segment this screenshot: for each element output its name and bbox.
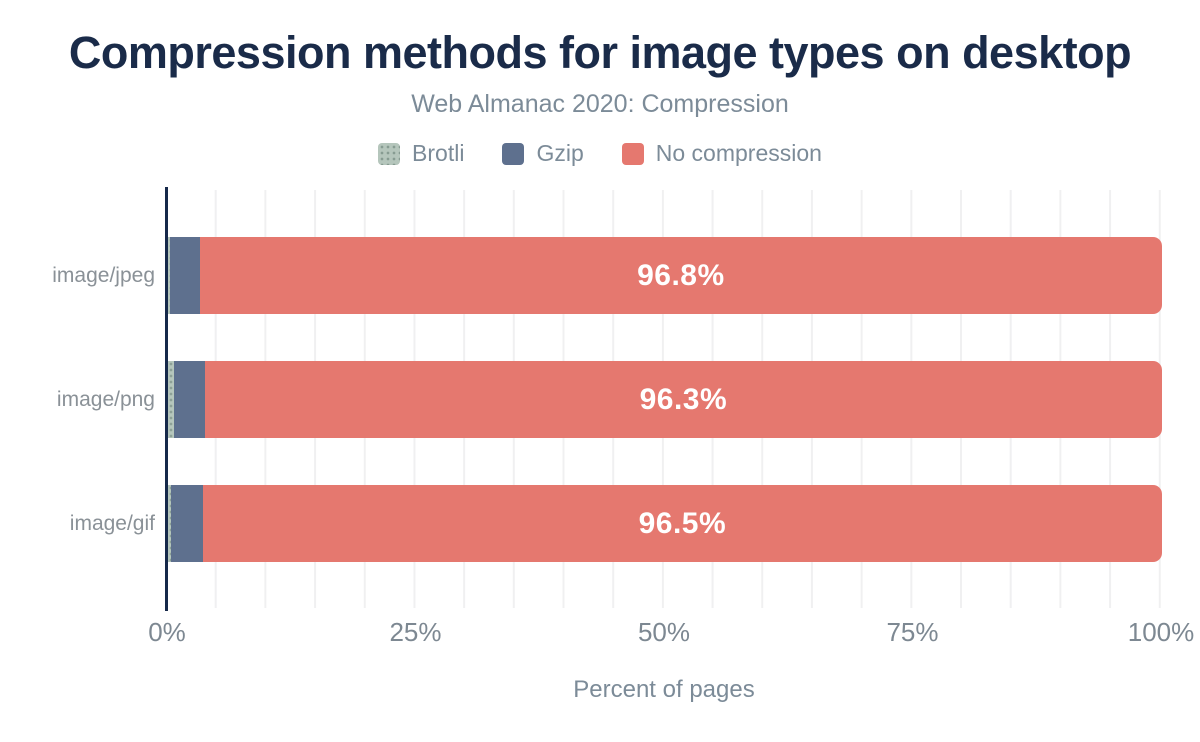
x-axis-title: Percent of pages <box>573 676 755 703</box>
bar-segment-brotli[interactable] <box>168 361 174 438</box>
bar-row-image-gif: 96.5% <box>168 485 1162 562</box>
legend-label: Brotli <box>412 140 465 166</box>
legend-item-gzip: Gzip <box>502 140 584 167</box>
bar-value-label: 96.5% <box>638 506 727 540</box>
y-axis-label-image-jpeg: image/jpeg <box>52 263 155 287</box>
legend-item-brotli: Brotli <box>378 140 464 167</box>
legend-swatch-icon <box>502 142 525 165</box>
y-axis-label-image-png: image/png <box>56 387 155 411</box>
bar-value-label: 96.8% <box>637 258 725 292</box>
bar-value-label: 96.3% <box>639 382 728 416</box>
x-axis-ticks: 0% 25% 50% 75% 100% <box>148 617 1194 647</box>
x-axis-tick-0: 0% <box>148 617 186 647</box>
bar-segment-no-compression[interactable]: 96.3% <box>204 361 1162 438</box>
bar-segment-gzip[interactable] <box>173 361 205 438</box>
chart-subtitle: Web Almanac 2020: Compression <box>411 90 789 118</box>
legend: Brotli Gzip No compression <box>0 140 1200 167</box>
bar-segment-gzip[interactable] <box>169 237 200 314</box>
x-axis-tick-25: 25% <box>389 617 442 647</box>
x-axis-tick-50: 50% <box>637 617 691 647</box>
x-axis-tick-100: 100% <box>1127 617 1195 647</box>
bar-segment-brotli[interactable] <box>168 485 171 562</box>
bar-row-image-png: 96.3% <box>168 361 1162 438</box>
chart-title: Compression methods for image types on d… <box>68 27 1132 78</box>
legend-swatch-icon <box>378 142 401 165</box>
y-axis-line <box>165 187 168 611</box>
legend-label: No compression <box>655 140 822 166</box>
y-axis-label-image-gif: image/gif <box>69 511 155 535</box>
plot-area: 96.8% 96.3% 96.5% <box>165 187 1162 611</box>
legend-item-no-compression: No compression <box>621 140 822 167</box>
bar-segment-no-compression[interactable]: 96.8% <box>199 237 1162 314</box>
bar-segment-brotli[interactable] <box>168 237 170 314</box>
bar-segment-no-compression[interactable]: 96.5% <box>202 485 1162 562</box>
legend-swatch-icon <box>621 142 644 165</box>
x-axis-tick-75: 75% <box>886 617 939 647</box>
legend-label: Gzip <box>536 140 584 166</box>
bar-row-image-jpeg: 96.8% <box>168 237 1162 314</box>
bar-segment-gzip[interactable] <box>170 485 203 562</box>
y-axis-labels: image/jpeg image/png image/gif <box>0 190 155 608</box>
